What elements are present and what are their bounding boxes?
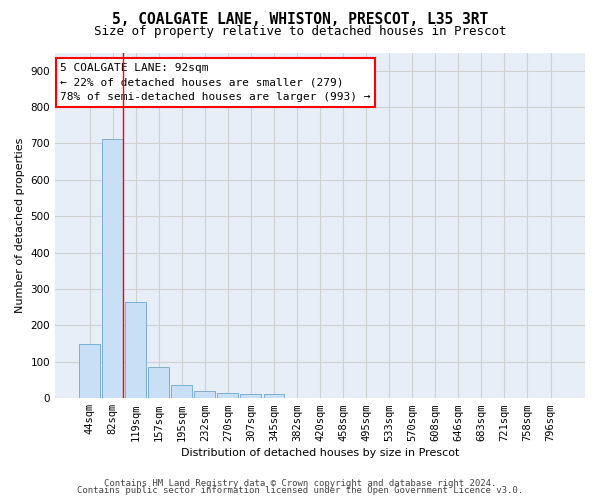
Bar xyxy=(172,385,192,398)
Bar xyxy=(102,140,123,398)
Bar xyxy=(125,302,146,398)
Bar xyxy=(194,390,215,398)
Text: Size of property relative to detached houses in Prescot: Size of property relative to detached ho… xyxy=(94,25,506,38)
Text: 5, COALGATE LANE, WHISTON, PRESCOT, L35 3RT: 5, COALGATE LANE, WHISTON, PRESCOT, L35 … xyxy=(112,12,488,28)
Text: Contains public sector information licensed under the Open Government Licence v3: Contains public sector information licen… xyxy=(77,486,523,495)
Bar xyxy=(148,368,169,398)
Bar xyxy=(263,394,284,398)
Bar xyxy=(241,394,261,398)
Bar xyxy=(79,344,100,398)
X-axis label: Distribution of detached houses by size in Prescot: Distribution of detached houses by size … xyxy=(181,448,459,458)
Text: Contains HM Land Registry data © Crown copyright and database right 2024.: Contains HM Land Registry data © Crown c… xyxy=(104,478,496,488)
Bar xyxy=(217,393,238,398)
Text: 5 COALGATE LANE: 92sqm
← 22% of detached houses are smaller (279)
78% of semi-de: 5 COALGATE LANE: 92sqm ← 22% of detached… xyxy=(61,63,371,102)
Y-axis label: Number of detached properties: Number of detached properties xyxy=(15,138,25,313)
